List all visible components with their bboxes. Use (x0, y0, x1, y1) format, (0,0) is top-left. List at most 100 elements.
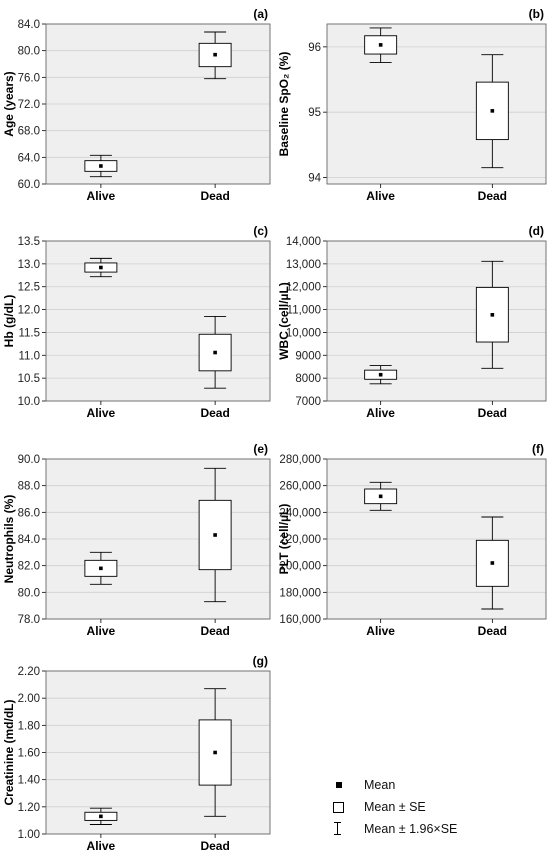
panel-c-ytick-label: 10.5 (18, 373, 40, 385)
panel-e-ytick-label: 80.0 (18, 587, 40, 599)
panel-g-mean-marker-dead (213, 750, 217, 755)
panel-b-ytick-label: 95 (308, 107, 321, 119)
panel-b-plot-area (327, 24, 546, 184)
panel-g-frame (45, 670, 271, 835)
panel-g-xtick-label-dead: Dead (200, 839, 229, 852)
panel-g-ytick-label: 2.20 (18, 666, 40, 678)
panel-d-ytick-label: 13,000 (286, 259, 321, 271)
panel-c-ytick-label: 11.5 (18, 327, 40, 339)
panel-e-ytick-label: 84.0 (18, 534, 40, 546)
panel-a-label: (a) (253, 7, 268, 21)
panel-g-xtick-label-alive: Alive (87, 839, 116, 852)
panel-c-label: (c) (253, 224, 268, 238)
panel-c-ytick-label: 13.0 (18, 259, 40, 271)
panel-e-ytick-label: 78.0 (18, 614, 40, 626)
filled-square-icon (332, 777, 352, 793)
panel-b-ylabel: Baseline SpO₂ (%) (277, 52, 291, 157)
legend-label-ci: Mean ± 1.96×SE (364, 822, 458, 836)
panel-g-ytick-label: 1.40 (18, 775, 40, 787)
panel-g-ytick-label: 1.00 (18, 829, 40, 841)
panel-a-ylabel: Age (years) (2, 71, 16, 136)
panel-e-mean-marker-alive (99, 566, 103, 571)
panel-e-ytick-label: 86.0 (18, 507, 40, 519)
panel-a-ytick-label: 64.0 (18, 152, 40, 164)
panel-c-ytick-label: 12.0 (18, 305, 40, 317)
panel-e-ytick-label: 88.0 (18, 481, 40, 493)
panel-e-frame (45, 458, 271, 620)
legend-item-se: Mean ± SE (332, 796, 532, 818)
panel-c-ylabel: Hb (g/dL) (2, 295, 16, 348)
panel-a-ytick-label: 84.0 (18, 19, 40, 31)
panel-f-ytick-label: 160,000 (279, 614, 321, 626)
panel-d-frame (326, 240, 547, 402)
panel-e-ytick-label: 90.0 (18, 454, 40, 466)
panel-f-ytick-label: 220,000 (279, 534, 321, 546)
panel-e-label: (e) (253, 442, 268, 456)
panel-b-frame (326, 23, 547, 185)
panel-g-mean-marker-alive (99, 814, 103, 819)
error-bar-icon (332, 821, 352, 837)
panel-c-ytick-label: 10.0 (18, 396, 40, 408)
panel-e-ytick-label: 82.0 (18, 561, 40, 573)
panel-a-ytick-label: 72.0 (18, 99, 40, 111)
panel-c-mean-marker-alive (99, 265, 103, 270)
panel-d-ytick-label: 14,000 (286, 236, 321, 248)
panel-c-xtick-label-dead: Dead (200, 406, 229, 420)
panel-f-mean-marker-dead (490, 561, 495, 565)
panel-d-ytick-label: 9000 (295, 350, 321, 362)
panel-g-ytick-label: 1.20 (18, 802, 40, 814)
panel-a-ytick-label: 60.0 (18, 179, 40, 191)
panel-e-xtick-label-dead: Dead (200, 624, 229, 638)
panel-b-xtick-label-alive: Alive (366, 189, 395, 203)
panel-f-xtick-label-dead: Dead (478, 624, 507, 638)
panel-f-ytick-label: 240,000 (279, 507, 321, 519)
panel-a-ytick-label: 68.0 (18, 126, 40, 138)
panel-c-ytick-label: 11.0 (18, 350, 40, 362)
panel-d-plot-area (327, 241, 546, 401)
panel-b-xtick-label-dead: Dead (478, 189, 507, 203)
panel-c-ytick-label: 12.5 (18, 282, 40, 294)
panel-b-mean-marker-alive (378, 43, 383, 47)
legend-label-mean: Mean (364, 778, 396, 792)
panel-f-ytick-label: 280,000 (279, 454, 321, 466)
panel-d-ytick-label: 12,000 (286, 282, 321, 294)
panel-g-ylabel: Creatinine (md/dL) (2, 699, 16, 805)
panel-f-ylabel: PLT (cell/µL) (277, 504, 291, 575)
panel-d-ylabel: WBC (cell/µL) (277, 282, 291, 360)
panel-d-label: (d) (529, 224, 544, 238)
panel-e-mean-marker-dead (213, 533, 217, 537)
panel-d-ytick-label: 10,000 (286, 327, 321, 339)
panel-f-ytick-label: 180,000 (279, 587, 321, 599)
panel-c-xtick-label-alive: Alive (87, 406, 116, 420)
panel-c-plot-area (46, 241, 270, 401)
panel-f-frame (326, 458, 547, 620)
panel-b-ytick-label: 94 (308, 172, 321, 184)
panel-c-ytick-label: 13.5 (18, 236, 40, 248)
panel-d-ytick-label: 7000 (295, 396, 321, 408)
panel-f-ytick-label: 260,000 (279, 481, 321, 493)
panel-f-xtick-label-alive: Alive (366, 624, 395, 638)
panel-d-xtick-label-dead: Dead (478, 406, 507, 420)
panel-c-mean-marker-dead (213, 350, 217, 355)
panel-a-ytick-label: 80.0 (18, 46, 40, 58)
panel-d-mean-marker-dead (490, 313, 495, 317)
panel-e-ylabel: Neutrophils (%) (2, 495, 16, 584)
panel-c-frame (45, 240, 271, 402)
panel-a-ytick-label: 76.0 (18, 72, 40, 84)
panel-f-ytick-label: 200,000 (279, 561, 321, 573)
panel-f-mean-marker-alive (378, 494, 383, 499)
panel-e-xtick-label-alive: Alive (87, 624, 116, 638)
panel-d-ytick-label: 8000 (295, 373, 321, 385)
legend-item-ci: Mean ± 1.96×SE (332, 818, 532, 840)
panel-g-label: (g) (253, 654, 268, 668)
panel-g-ytick-label: 1.60 (18, 748, 40, 760)
panel-b-ytick-label: 96 (308, 42, 321, 54)
panel-a-mean-marker-alive (99, 164, 103, 168)
panel-f-label: (f) (532, 442, 544, 456)
panel-a-xtick-label-alive: Alive (87, 189, 116, 203)
panel-d-mean-marker-alive (378, 372, 383, 377)
panel-a-xtick-label-dead: Dead (200, 189, 229, 203)
panel-g-ytick-label: 2.00 (18, 693, 40, 705)
legend-label-se: Mean ± SE (364, 800, 426, 814)
